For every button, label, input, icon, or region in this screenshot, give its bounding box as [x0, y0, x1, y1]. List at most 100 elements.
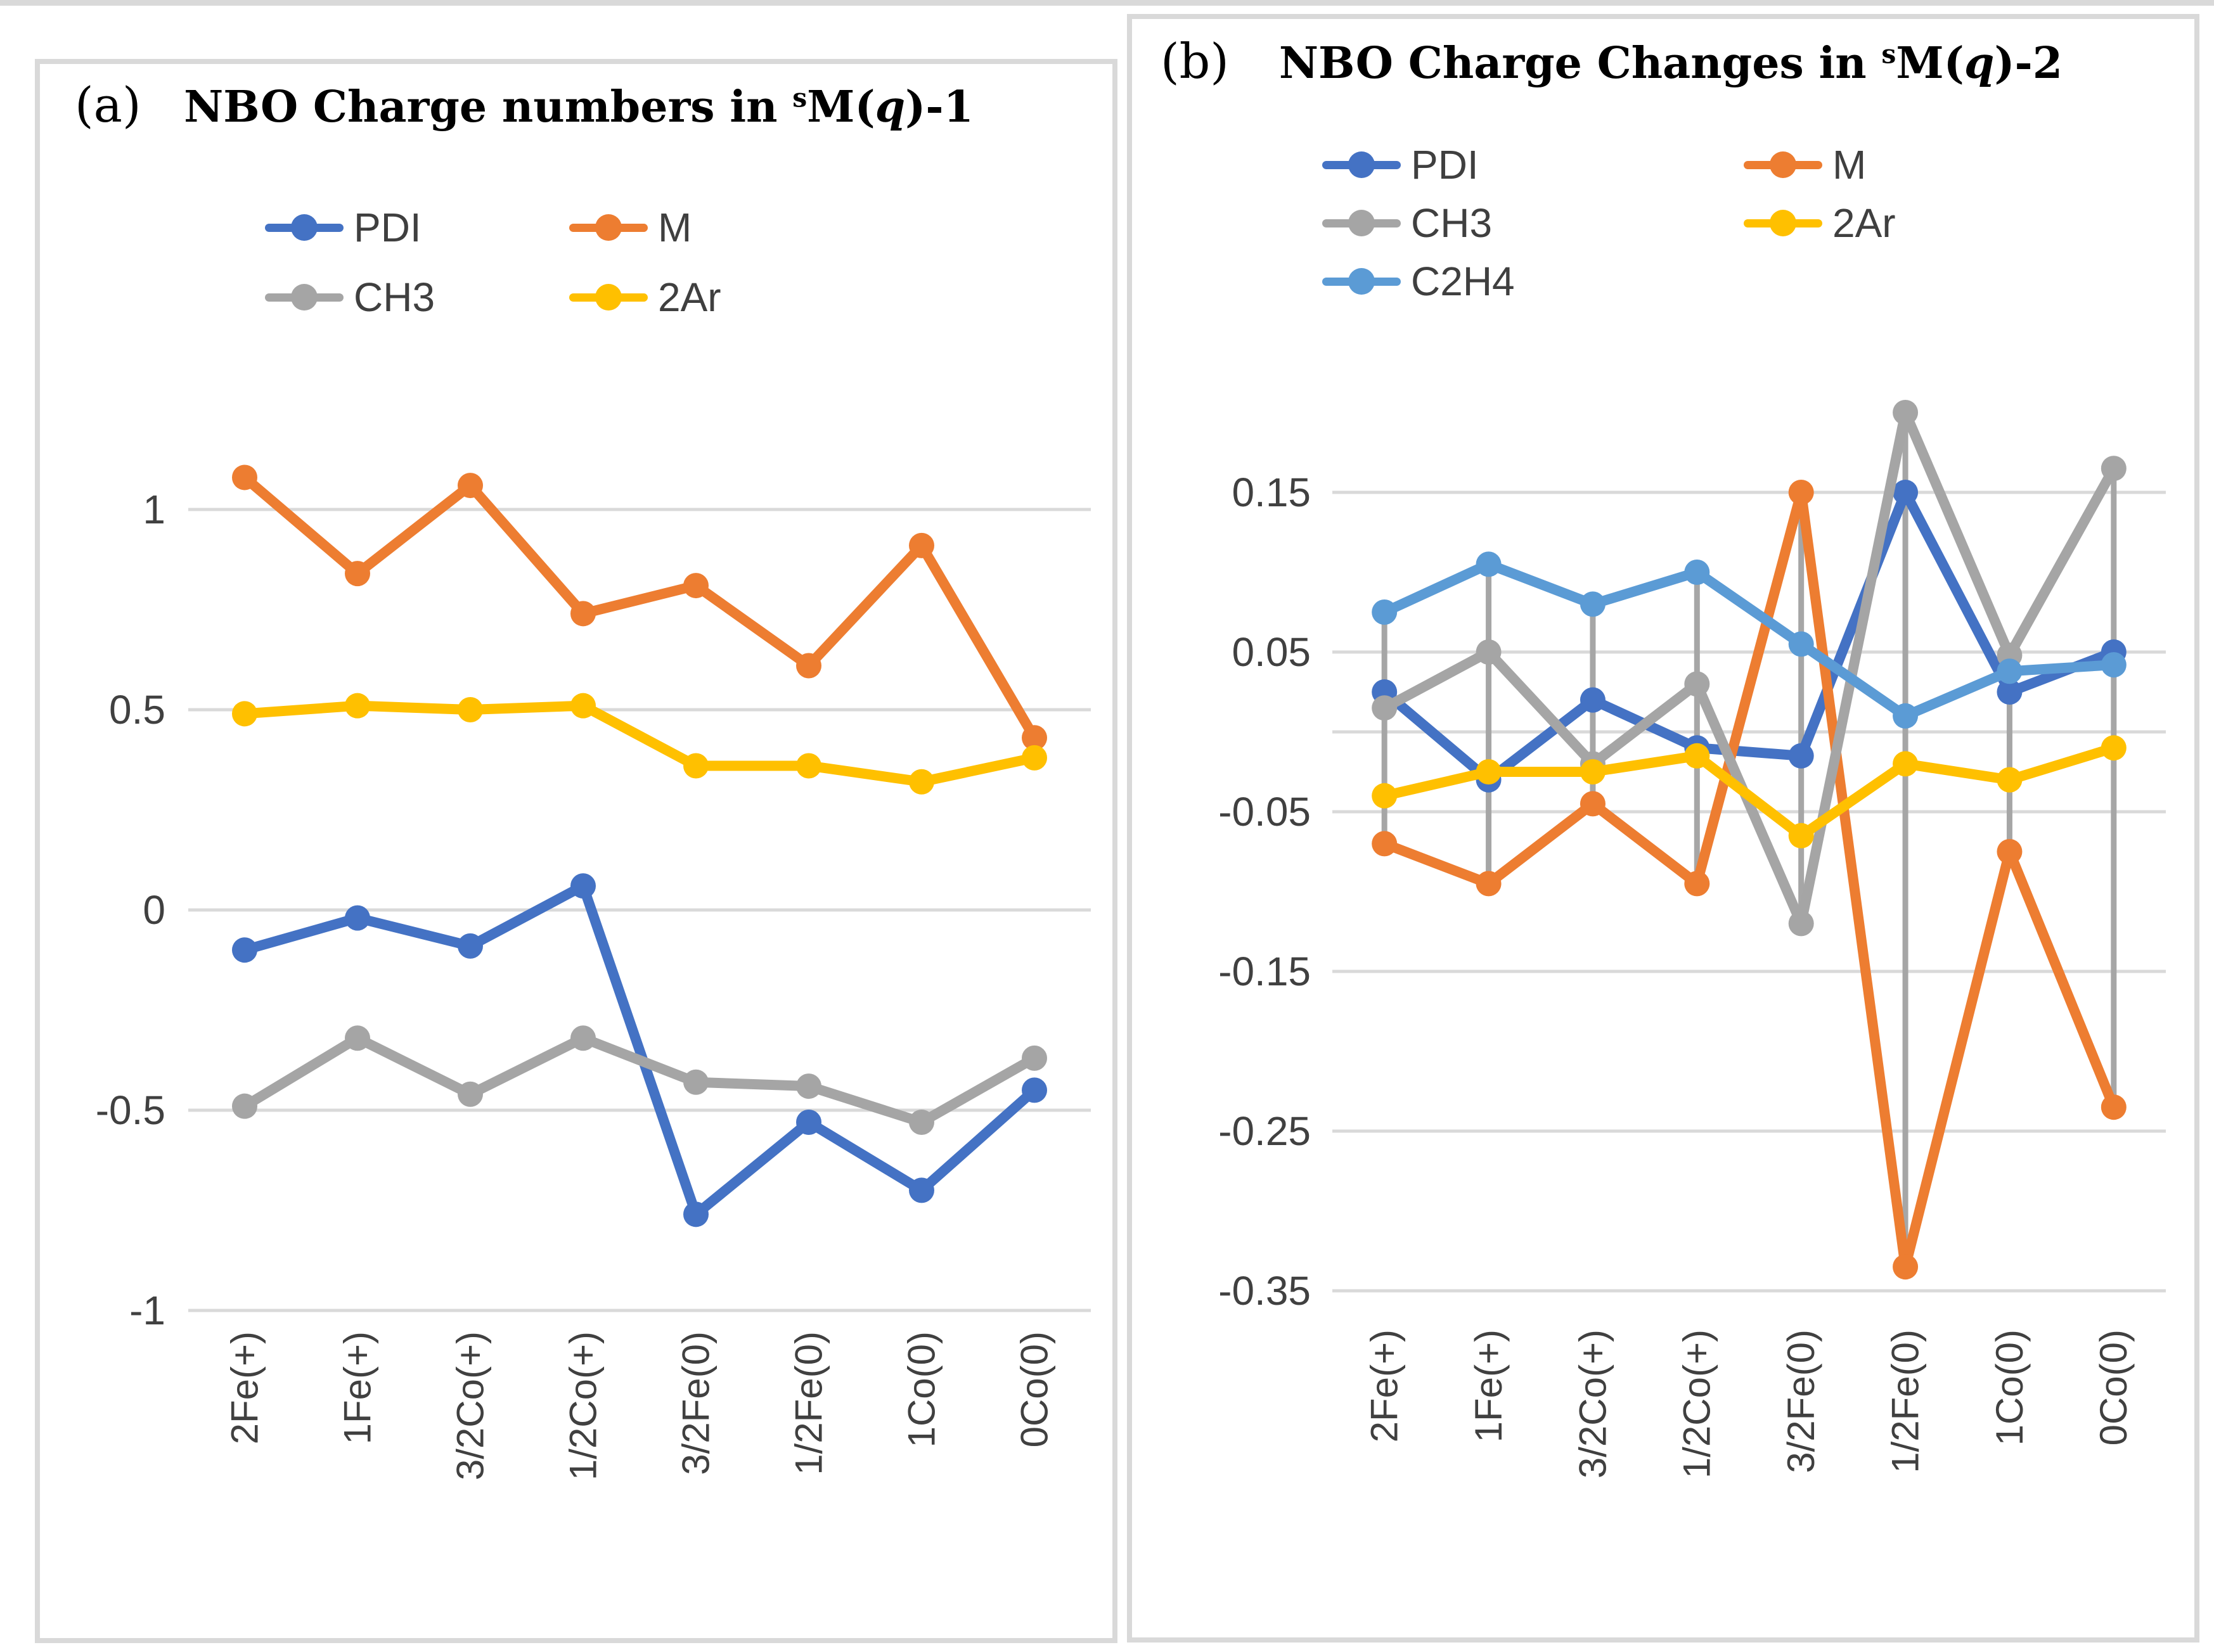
data-point-M — [570, 601, 596, 627]
y-tick-label: 0.5 — [109, 687, 165, 733]
data-point-CH3 — [683, 1069, 709, 1095]
legend-panel-b: PDI M CH3 2Ar C2H4 — [1322, 139, 2165, 307]
legend-line-marker-icon — [265, 214, 344, 241]
legend-line-marker-icon — [1322, 151, 1401, 178]
data-point-CH3 — [570, 1025, 596, 1051]
data-point-CH3 — [1788, 911, 1814, 937]
data-point-C2H4 — [1788, 631, 1814, 657]
data-point-M — [345, 561, 370, 587]
data-point-C2H4 — [1684, 560, 1710, 585]
data-point-PDI — [458, 933, 483, 959]
title-text: M( — [1896, 38, 1964, 89]
y-tick-label: 1 — [143, 487, 165, 532]
data-point-2Ar — [909, 769, 934, 795]
title-superscript: s — [792, 82, 808, 113]
data-point-CH3 — [2101, 456, 2127, 482]
data-point-PDI — [232, 937, 257, 963]
panel-b: (b) NBO Charge Changes in sM(q)-2 PDI M CH… — [1127, 14, 2199, 1642]
data-point-2Ar — [1684, 743, 1710, 769]
legend-line-marker-icon — [1322, 210, 1401, 236]
legend-item-2Ar: 2Ar — [1744, 198, 2165, 248]
data-point-2Ar — [345, 693, 370, 719]
data-point-CH3 — [232, 1093, 257, 1119]
data-point-M — [1997, 839, 2023, 864]
data-point-CH3 — [1372, 695, 1398, 721]
legend-item-M: M — [1744, 139, 2165, 190]
x-category-label: 3/2Fe(0) — [674, 1331, 717, 1475]
x-category-label: 2Fe(+) — [1363, 1329, 1406, 1442]
data-point-2Ar — [2101, 735, 2127, 761]
legend-panel-a: PDI M CH3 2Ar — [265, 202, 873, 323]
legend-line-marker-icon — [1744, 151, 1822, 178]
data-point-M — [232, 464, 257, 490]
series-line-2Ar — [240, 700, 1039, 787]
y-tick-label: -0.05 — [1218, 789, 1311, 835]
legend-item-CH3: CH3 — [265, 272, 569, 323]
data-point-CH3 — [796, 1073, 821, 1099]
data-point-2Ar — [1997, 767, 2023, 793]
x-category-label: 1/2Fe(0) — [1884, 1329, 1926, 1473]
legend-label: CH3 — [354, 274, 435, 320]
data-point-PDI — [570, 873, 596, 899]
x-category-label: 3/2Co(+) — [449, 1331, 491, 1480]
data-point-PDI — [683, 1201, 709, 1227]
series-line-2Ar — [1379, 743, 2119, 841]
legend-item-M: M — [569, 202, 873, 253]
y-tick-label: -0.15 — [1218, 949, 1311, 994]
data-point-M — [1684, 871, 1710, 897]
data-point-PDI — [1893, 480, 1919, 505]
title-superscript: s — [1881, 39, 1896, 70]
data-point-CH3 — [1684, 671, 1710, 697]
legend-label: 2Ar — [658, 274, 721, 320]
data-point-2Ar — [683, 753, 709, 779]
data-point-M — [1372, 831, 1398, 857]
data-point-M — [1893, 1254, 1919, 1280]
panel-b-chart-title: NBO Charge Changes in sM(q)-2 — [1208, 38, 2134, 89]
title-italic-q: q — [875, 82, 906, 132]
data-point-C2H4 — [1372, 599, 1398, 625]
data-point-CH3 — [1893, 400, 1919, 425]
data-point-M — [2101, 1094, 2127, 1120]
title-text: NBO Charge numbers in — [184, 82, 793, 132]
legend-label: C2H4 — [1411, 259, 1515, 304]
data-point-PDI — [1022, 1077, 1047, 1103]
series-line-M — [240, 472, 1039, 743]
x-category-label: 2Fe(+) — [223, 1331, 266, 1444]
data-point-M — [909, 532, 934, 558]
data-point-CH3 — [345, 1025, 370, 1051]
data-point-2Ar — [1372, 783, 1398, 809]
title-text: )-2 — [1994, 38, 2063, 89]
legend-label: CH3 — [1411, 200, 1493, 246]
legend-label: PDI — [354, 205, 422, 250]
data-point-C2H4 — [1893, 703, 1919, 729]
data-point-2Ar — [1580, 759, 1606, 784]
data-point-2Ar — [1893, 751, 1919, 777]
panel-a: (a) NBO Charge numbers in sM(q)-1 PDI M CH… — [35, 59, 1117, 1643]
x-category-label: 3/2Co(+) — [1571, 1329, 1614, 1478]
legend-item-CH3: CH3 — [1322, 198, 1744, 248]
series-line-CH3 — [240, 1033, 1039, 1127]
data-point-PDI — [909, 1177, 934, 1203]
panel-a-label: (a) — [75, 77, 141, 133]
series-line-C2H4 — [1379, 559, 2119, 721]
data-point-PDI — [796, 1109, 821, 1135]
y-tick-label: 0.05 — [1232, 629, 1311, 675]
data-point-C2H4 — [1580, 591, 1606, 617]
y-tick-label: -0.25 — [1218, 1108, 1311, 1154]
y-tick-label: -1 — [129, 1288, 165, 1333]
title-text: M( — [807, 82, 875, 132]
x-category-label: 1Fe(+) — [336, 1331, 378, 1444]
data-point-PDI — [1997, 679, 2023, 705]
data-point-2Ar — [570, 693, 596, 719]
y-tick-label: 0 — [143, 887, 165, 933]
x-category-label: 1/2Fe(0) — [787, 1331, 830, 1475]
data-point-2Ar — [458, 697, 483, 722]
line-chart-b: 0.15 0.05 -0.05 -0.15 -0.25 -0.35 2Fe(+) 1Fe(+)… — [1218, 400, 2166, 1478]
data-point-M — [1788, 480, 1814, 505]
data-point-2Ar — [796, 753, 821, 779]
title-text: NBO Charge Changes in — [1278, 38, 1882, 89]
legend-label: 2Ar — [1832, 200, 1896, 246]
figure-top-border — [0, 0, 2214, 6]
y-tick-label: 0.15 — [1232, 470, 1311, 515]
data-point-M — [796, 653, 821, 679]
